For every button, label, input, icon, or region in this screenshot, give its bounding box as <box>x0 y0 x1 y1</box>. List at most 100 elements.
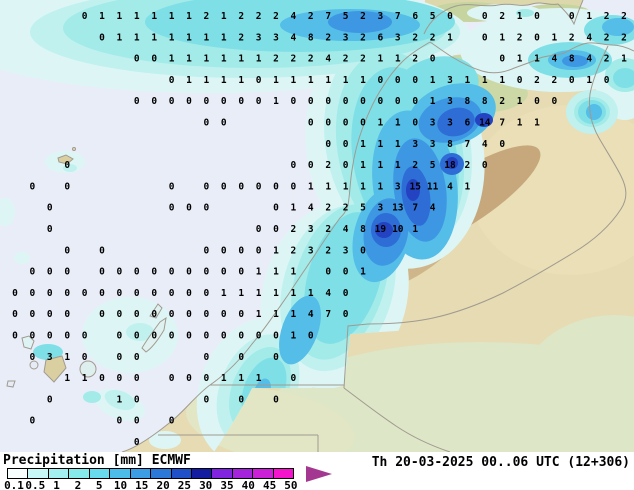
grid-value: 0 <box>186 288 192 299</box>
grid-value: 1 <box>534 118 540 129</box>
grid-value: 0 <box>186 203 192 214</box>
grid-value: 1 <box>256 267 262 278</box>
grid-value: 3 <box>447 118 453 129</box>
coastline-iberia <box>423 0 584 35</box>
grid-value: 1 <box>238 373 244 384</box>
grid-value: 0 <box>151 331 157 342</box>
grid-value: 0 <box>204 288 210 299</box>
grid-value: 0 <box>30 331 36 342</box>
grid-value: 0 <box>221 181 227 192</box>
grid-value: 0 <box>325 139 331 150</box>
island-porto-santo <box>72 147 76 151</box>
island-gran-canaria <box>79 360 97 378</box>
grid-value: 8 <box>360 224 366 235</box>
grid-value: 0 <box>221 245 227 256</box>
grid-value: 7 <box>412 203 418 214</box>
grid-value: 0 <box>256 331 262 342</box>
grid-value: 7 <box>465 139 471 150</box>
grid-value: 0 <box>30 181 36 192</box>
color-scale <box>7 468 295 479</box>
grid-value: 0 <box>186 309 192 320</box>
grid-value: 0 <box>499 54 505 65</box>
island-gomera <box>29 360 39 370</box>
grid-value: 2 <box>430 32 436 43</box>
islands <box>6 147 167 388</box>
grid-value: 0 <box>221 118 227 129</box>
grid-value: 3 <box>378 203 384 214</box>
grid-value: 5 <box>430 160 436 171</box>
grid-value: 0 <box>117 352 123 363</box>
grid-value: 1 <box>360 160 366 171</box>
grid-value: 3 <box>308 245 314 256</box>
grid-value: 0 <box>412 75 418 86</box>
grid-value: 0 <box>517 75 523 86</box>
grid-value: 1 <box>360 139 366 150</box>
grid-value: 1 <box>308 181 314 192</box>
grid-value: 0 <box>204 181 210 192</box>
grid-value: 6 <box>378 32 384 43</box>
grid-value: 0 <box>117 331 123 342</box>
grid-value: 3 <box>47 352 53 363</box>
grid-value: 0 <box>499 139 505 150</box>
grid-value: 0 <box>134 373 140 384</box>
grid-value: 1 <box>482 75 488 86</box>
color-scale-box <box>109 468 131 479</box>
grid-value: 0 <box>186 267 192 278</box>
island-fuerteventura <box>141 316 167 353</box>
grid-value: 4 <box>552 54 558 65</box>
grid-value: 1 <box>169 54 175 65</box>
grid-value: 0 <box>534 11 540 22</box>
grid-value: 1 <box>291 309 297 320</box>
color-scale-box <box>7 468 29 479</box>
grid-value: 0 <box>221 309 227 320</box>
grid-value: 2 <box>325 224 331 235</box>
grid-value: 0 <box>482 11 488 22</box>
color-scale-label: 2 <box>74 479 82 490</box>
grid-value: 1 <box>204 75 210 86</box>
grid-value: 1 <box>430 75 436 86</box>
grid-value: 2 <box>273 54 279 65</box>
grid-value: 3 <box>395 32 401 43</box>
grid-value: 0 <box>482 160 488 171</box>
grid-value: 8 <box>308 32 314 43</box>
grid-value: 3 <box>395 181 401 192</box>
grid-value: 1 <box>291 288 297 299</box>
grid-value: 0 <box>204 373 210 384</box>
grid-value: 0 <box>99 267 105 278</box>
grid-value: 2 <box>360 54 366 65</box>
grid-value: 1 <box>499 75 505 86</box>
grid-value: 0 <box>117 373 123 384</box>
grid-value: 1 <box>221 288 227 299</box>
grid-value: 15 <box>409 181 421 192</box>
grid-value: 5 <box>343 11 349 22</box>
grid-value: 1 <box>273 267 279 278</box>
grid-value: 3 <box>412 139 418 150</box>
grid-value: 0 <box>395 96 401 107</box>
grid-value: 0 <box>343 160 349 171</box>
grid-value: 0 <box>134 267 140 278</box>
grid-value: 1 <box>221 32 227 43</box>
grid-value: 1 <box>552 32 558 43</box>
grid-value: 4 <box>447 181 453 192</box>
grid-value: 0 <box>430 54 436 65</box>
grid-value: 0 <box>569 75 575 86</box>
grid-value: 0 <box>325 267 331 278</box>
grid-value: 3 <box>273 32 279 43</box>
color-scale-label: 15 <box>135 479 149 490</box>
grid-value: 0 <box>552 96 558 107</box>
island-tenerife <box>43 355 67 383</box>
grid-value: 1 <box>221 75 227 86</box>
grid-value: 0 <box>169 181 175 192</box>
grid-value: 2 <box>517 32 523 43</box>
island-la-palma <box>21 335 35 350</box>
grid-value: 0 <box>64 331 70 342</box>
grid-value: 0 <box>134 416 140 427</box>
precip-level-20 <box>375 113 493 238</box>
grid-value: 0 <box>82 331 88 342</box>
grid-value: 1 <box>517 54 523 65</box>
grid-value: 0 <box>186 96 192 107</box>
color-scale-box <box>190 468 213 479</box>
grid-value: 1 <box>238 54 244 65</box>
grid-value: 1 <box>291 267 297 278</box>
